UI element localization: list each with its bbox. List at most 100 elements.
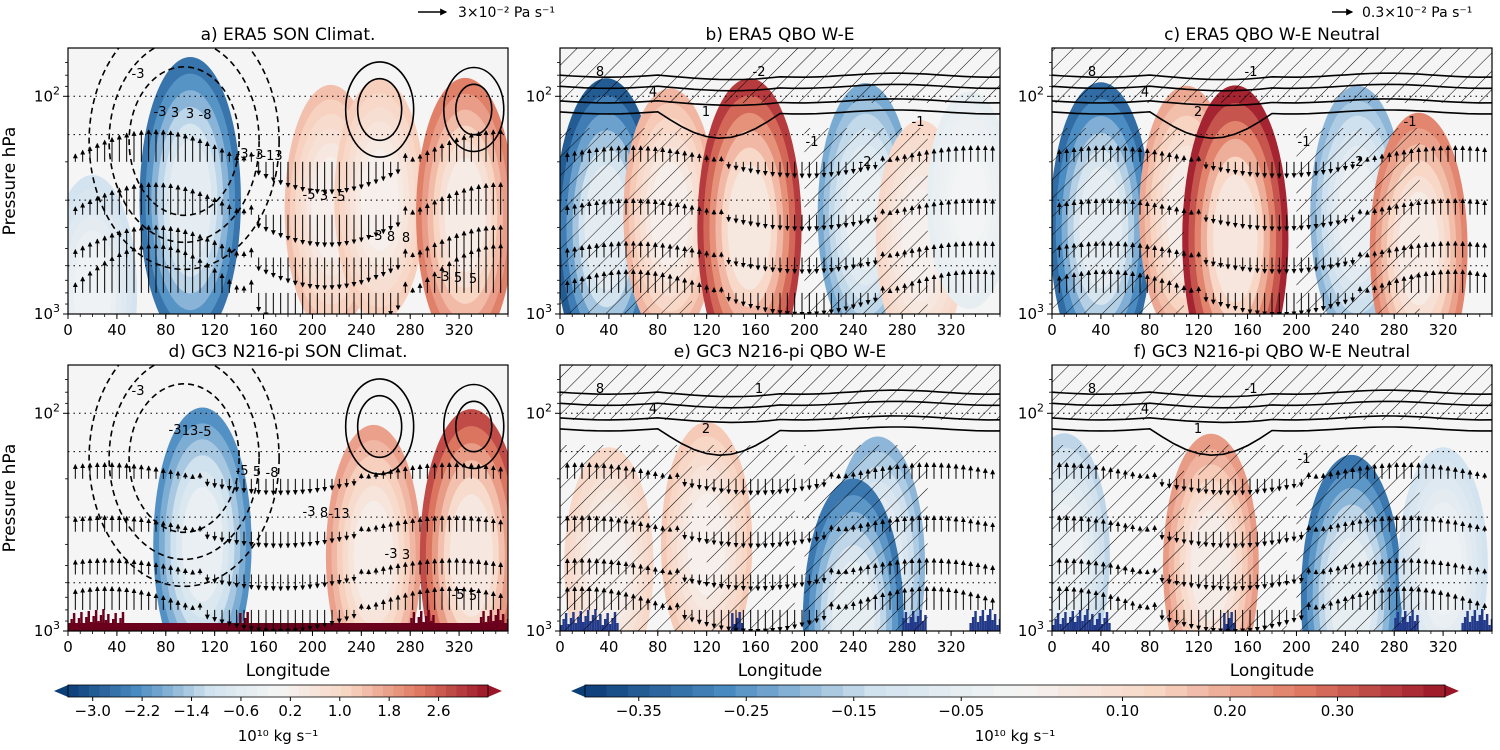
contour-label: -3 [370,229,383,244]
contour-label: 13 [182,424,199,439]
colorbar-segment [972,685,994,697]
x-tick-label: 120 [200,321,229,339]
anomaly-shade-1 [73,243,112,314]
contour-line [1052,72,1492,81]
colorbar-segment [800,685,822,697]
panel-title: c) ERA5 QBO W-E Neutral [1164,25,1380,45]
contour-line [454,400,493,453]
x-tick-label: 240 [1331,638,1360,656]
colorbar-segment [735,685,758,697]
contour-label: 3 [186,107,194,122]
x-tick-label: 0 [555,638,565,656]
contour-line [356,394,403,459]
colorbar-segment [204,685,216,697]
x-tick-label: 160 [1233,638,1262,656]
colorbar-segment [383,685,394,697]
contour-label: -3 [154,105,167,120]
orography-bar [971,617,975,631]
reference-label: 3×10⁻² Pa s⁻¹ [458,5,555,21]
x-tick-label: 240 [839,638,868,656]
colorbar-segment [886,685,908,697]
x-tick-label: 80 [648,638,667,656]
contour-line [108,365,260,561]
colorbar-segment [585,685,607,697]
x-tick-label: 200 [1282,638,1311,656]
x-tick-label: 120 [692,638,721,656]
x-tick-label: 120 [692,321,721,339]
x-tick-label: 120 [1184,321,1213,339]
x-tick-label: 160 [249,638,278,656]
colorbar-segment [414,685,426,697]
plot-area-c: 8 4 2 -1 -1 -2 -1 [1052,48,1492,314]
colorbar-segment [1402,685,1424,697]
colorbar-segment [215,685,226,697]
panel-f: 8 4 1 -1 -1 f) GC3 N216-pi QBO W-E Neutral 0 40… [1018,342,1493,681]
colorbar-segment [907,685,930,697]
contour-line [1052,426,1492,457]
colorbar-segment [757,685,779,697]
colorbar-segment [1294,685,1317,697]
contour-label: 1 [702,105,710,120]
x-tick-label: 80 [1140,321,1159,339]
contour-label: -3 [303,505,316,520]
orography-bar [986,615,989,631]
x-tick-label: 160 [1233,321,1262,339]
reference-vector-left: 3×10⁻² Pa s⁻¹ [418,5,555,21]
x-tick-label: 200 [1282,321,1311,339]
contour-label: 3 [171,106,179,121]
contour-labels: -3 -5 -8 -13 3 5 13 5 8 -3 -5 -3 -5 -3 [132,384,478,604]
plot-area-d: -3 -5 -8 -13 3 5 13 5 8 -3 -5 -3 -5 -3 [68,365,508,631]
orography-bar [427,610,430,631]
x-axis-label: Longitude [1230,661,1315,681]
x-tick-label: 40 [107,321,126,339]
contour-label: -8 [266,466,279,481]
contour-label: 5 [469,589,477,604]
colorbar-segment [246,685,258,697]
colorbar-segment [993,685,1016,697]
x-tick-label: 320 [445,321,474,339]
colorbar-segment [714,685,736,697]
panel-b: 8 4 1 -2 -1 -2 -1 b) ERA5 QBO W-E 0 40 80 120 160 200… [526,25,1001,339]
orography-bar [1478,615,1481,631]
colorbar-segment [1359,685,1381,697]
x-tick-label: 280 [396,321,425,339]
contour-label: -3 [132,67,145,82]
x-tick-label: 280 [888,638,917,656]
contour-label: -1 [1404,115,1417,130]
colorbar-segment [1079,685,1102,697]
x-tick-label: 240 [1331,321,1360,339]
contour-label: -5 [236,464,249,479]
colorbar-segment [435,685,447,697]
colorbar-segment [1273,685,1295,697]
colorbar-segment [404,685,415,697]
x-tick-label: 0 [1047,321,1057,339]
panel-title: a) ERA5 SON Climat. [201,25,376,45]
colorbar-units: 10¹⁰ kg s⁻¹ [975,727,1056,745]
colorbar-left: −3.0 −2.2 −1.4 −0.6 0.2 1.0 1.8 2.6 10¹⁰ kg s⁻¹ [54,684,502,745]
orography-bar [80,612,83,631]
colorbar-segment [843,685,865,697]
contour-label: -13 [261,149,282,164]
contour-label: 8 [402,231,410,246]
colorbar-segment [351,685,363,697]
colorbar-segment [628,685,650,697]
contour-line [560,72,1000,81]
contour-line [1052,400,1492,409]
colorbar-segment [99,685,111,697]
hatching [804,445,928,631]
anomaly-shade-0 [181,487,224,602]
colorbar-segment [362,685,373,697]
colorbar-segment [692,685,715,697]
orography-bar [1461,623,1464,631]
panel-title: e) GC3 N216-pi QBO W-E [674,342,887,362]
contour-label: 5 [469,272,477,287]
x-tick-label: 320 [1429,321,1458,339]
colorbar-segment [950,685,973,697]
colorbar-segment [446,685,457,697]
contour-labels: 8 4 2 1 [596,382,763,437]
orography-bar [991,620,994,631]
colorbar-segment [341,685,352,697]
hatching [1052,48,1492,103]
colorbar-frame [584,684,1446,698]
